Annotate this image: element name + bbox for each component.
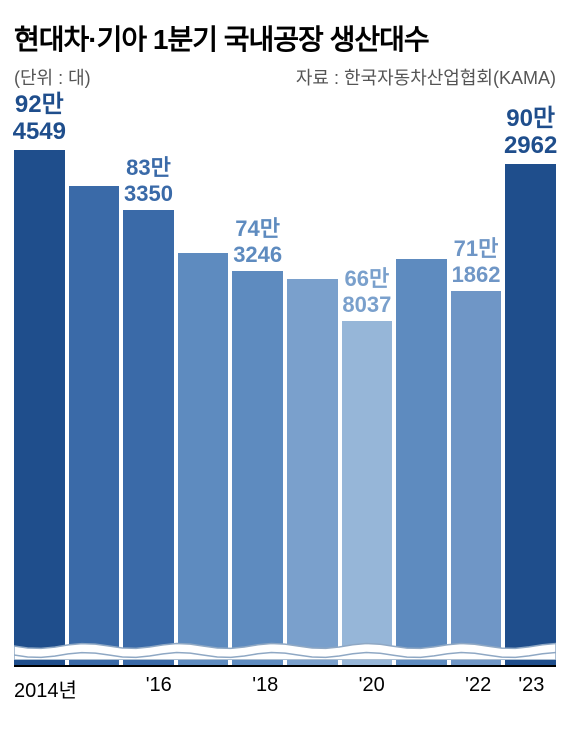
bar-value-line2: 3246 bbox=[233, 242, 282, 267]
bar-column: 74만3246 bbox=[232, 106, 283, 666]
x-axis-line bbox=[14, 665, 556, 667]
bar bbox=[287, 279, 338, 666]
x-axis-label: '20 bbox=[347, 668, 396, 706]
bar-value-line1: 92만 bbox=[13, 91, 66, 119]
bar-column: 66만8037 bbox=[342, 106, 393, 666]
x-axis-label bbox=[81, 668, 130, 706]
bar-value-line2: 4549 bbox=[13, 118, 66, 146]
bar-value-line1: 83만 bbox=[124, 155, 173, 180]
bar bbox=[451, 291, 502, 666]
bar-value-line2: 3350 bbox=[124, 181, 173, 206]
unit-label: (단위 : 대) bbox=[14, 64, 91, 90]
bar-value-line1: 71만 bbox=[452, 236, 501, 261]
bar-value-label: 92만4549 bbox=[13, 91, 66, 146]
chart-title: 현대차·기아 1분기 국내공장 생산대수 bbox=[14, 18, 556, 58]
x-axis-label bbox=[400, 668, 449, 706]
x-axis-label bbox=[187, 668, 236, 706]
x-axis-label: '22 bbox=[454, 668, 503, 706]
bar-column: 92만4549 bbox=[14, 106, 65, 666]
bar-value-label: 83만3350 bbox=[124, 155, 173, 206]
x-axis-label bbox=[294, 668, 343, 706]
bar bbox=[396, 259, 447, 666]
bar-value-label: 71만1862 bbox=[452, 236, 501, 287]
bar bbox=[14, 150, 65, 666]
bar-value-line1: 66만 bbox=[342, 266, 391, 291]
bar bbox=[178, 253, 229, 666]
bar-column bbox=[287, 106, 338, 666]
bar bbox=[232, 271, 283, 666]
bar bbox=[123, 210, 174, 666]
bar-column bbox=[69, 106, 120, 666]
x-axis-label: '18 bbox=[241, 668, 290, 706]
source-label: 자료 : 한국자동차산업협회(KAMA) bbox=[296, 64, 556, 90]
x-axis-label: 2014년 bbox=[14, 668, 77, 706]
chart-area: 92만4549 83만3350 74만3246 66만8037 71만1862 90만29… bbox=[14, 96, 556, 706]
bar-value-line2: 1862 bbox=[452, 262, 501, 287]
chart-subheader: (단위 : 대) 자료 : 한국자동차산업협회(KAMA) bbox=[14, 64, 556, 90]
bar bbox=[69, 186, 120, 666]
bar-column bbox=[178, 106, 229, 666]
bar-column: 71만1862 bbox=[451, 106, 502, 666]
bar-value-line1: 74만 bbox=[233, 216, 282, 241]
bar bbox=[505, 164, 556, 666]
bar-value-label: 74만3246 bbox=[233, 216, 282, 267]
bar-value-label: 90만2962 bbox=[504, 105, 557, 160]
bar-column bbox=[396, 106, 447, 666]
chart-container: 현대차·기아 1분기 국내공장 생산대수 (단위 : 대) 자료 : 한국자동차… bbox=[0, 0, 570, 756]
x-axis-labels: 2014년 '16 '18 '20 '22'23 bbox=[14, 668, 556, 706]
bar-value-line2: 8037 bbox=[342, 292, 391, 317]
bar bbox=[342, 321, 393, 666]
bars-row: 92만4549 83만3350 74만3246 66만8037 71만1862 90만29… bbox=[14, 106, 556, 666]
x-axis-label: '16 bbox=[134, 668, 183, 706]
bar-value-line2: 2962 bbox=[504, 132, 557, 160]
bar-value-label: 66만8037 bbox=[342, 266, 391, 317]
bar-column: 83만3350 bbox=[123, 106, 174, 666]
x-axis-label: '23 bbox=[507, 668, 556, 706]
bar-column: 90만2962 bbox=[505, 106, 556, 666]
bar-value-line1: 90만 bbox=[504, 105, 557, 133]
